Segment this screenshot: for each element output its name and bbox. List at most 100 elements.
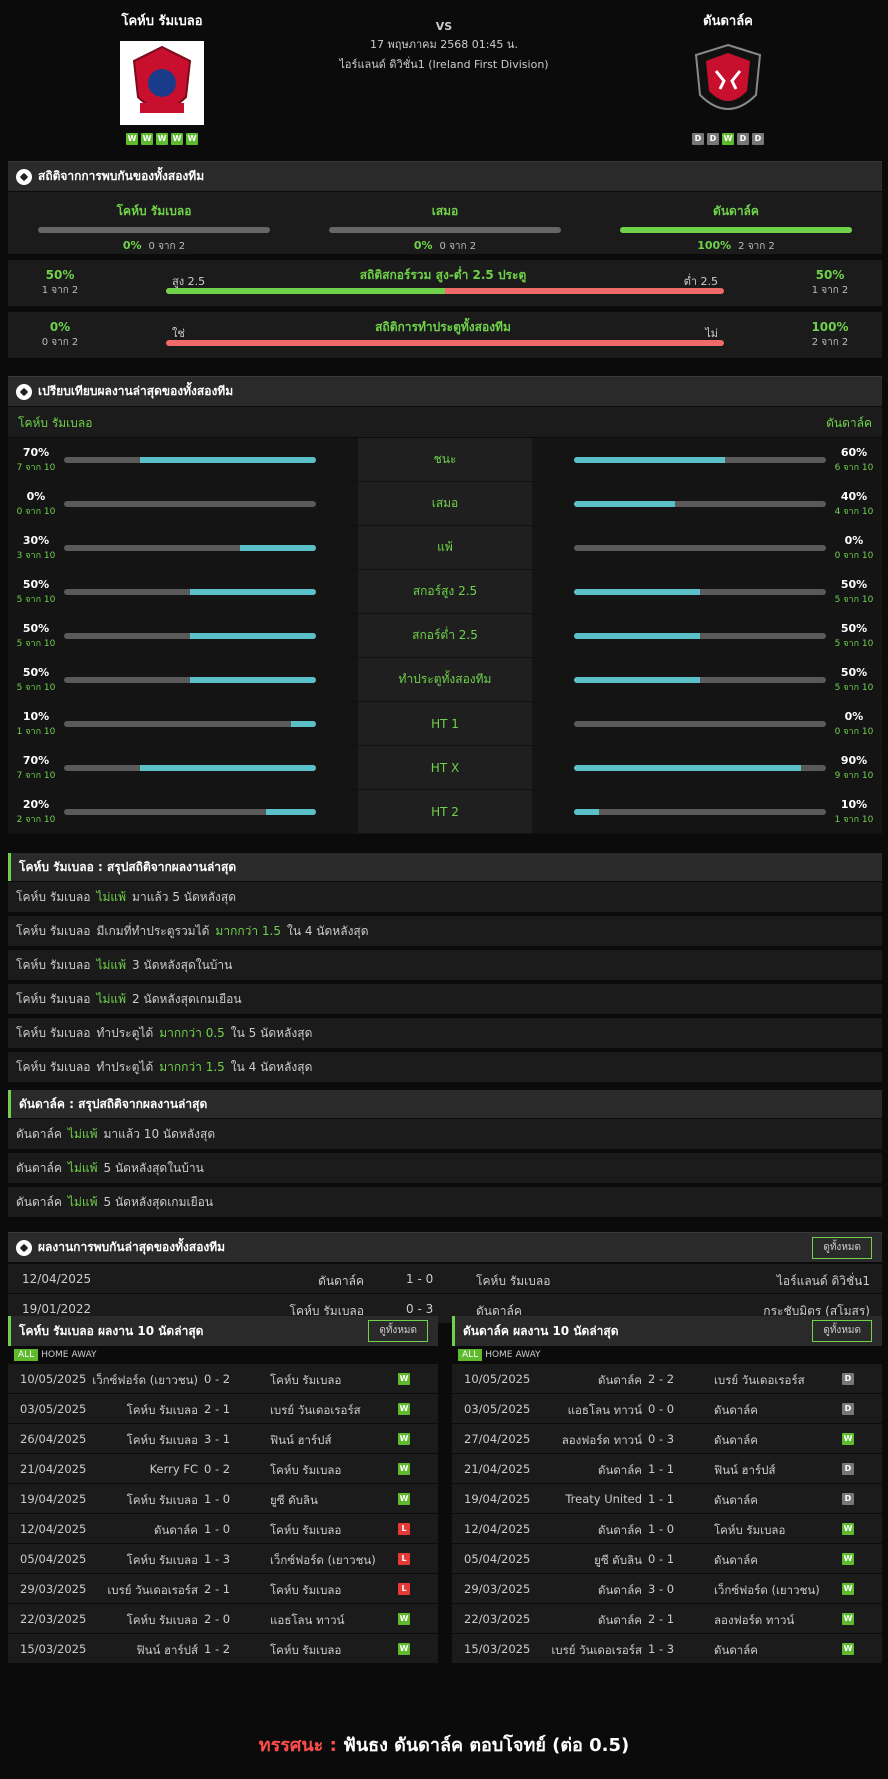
match-score: 1 - 1	[648, 1462, 675, 1476]
h2h-away-bar	[620, 227, 852, 233]
home-tab-away[interactable]: AWAY	[71, 1350, 97, 1360]
summary-text: ไม่แพ้	[96, 957, 127, 972]
result-row[interactable]: 27/04/2025 ลองฟอร์ด ทาวน์ 0 - 3 ดันดาล์ค…	[452, 1424, 882, 1454]
match-score: 1 - 0	[204, 1492, 231, 1506]
h2h-home-label: โคห์บ รัมเบลอ	[116, 204, 192, 218]
home-pct: 50%	[22, 665, 50, 679]
home-tab-all[interactable]: ALL	[14, 1349, 39, 1361]
btts-left-pct: 0%	[49, 320, 71, 334]
h2h-draw-count: 0 จาก 2	[439, 241, 477, 252]
result-row[interactable]: 10/05/2025 เว็กซ์ฟอร์ด (เยาวชน) 0 - 2 โค…	[8, 1364, 438, 1394]
home-tab-home[interactable]: HOME	[41, 1350, 69, 1360]
summary-row: ดันดาล์ค ไม่แพ้ 5 นัดหลังสุดเกมเยือน	[8, 1187, 882, 1217]
match-date: 29/03/2025	[464, 1582, 531, 1596]
away-bar-fill	[574, 676, 700, 683]
result-row[interactable]: 21/04/2025 Kerry FC 0 - 2 โคห์บ รัมเบลอ …	[8, 1454, 438, 1484]
result-row[interactable]: 03/05/2025 แอธโลน ทาวน์ 0 - 0 ดันดาล์ค D	[452, 1394, 882, 1424]
summary-text: มาแล้ว 10 นัดหลังสุด	[103, 1126, 216, 1141]
home-bar-fill	[190, 676, 316, 683]
over-under-box: 50% 1 จาก 2 สูง 2.5 สถิติสกอร์รวม สูง-ต่ำ…	[8, 260, 882, 306]
match-home: โคห์บ รัมเบลอ	[289, 1304, 364, 1318]
form-badge: D	[752, 133, 764, 145]
result-row[interactable]: 03/05/2025 โคห์บ รัมเบลอ 2 - 1 เบรย์ วัน…	[8, 1394, 438, 1424]
result-row[interactable]: 19/04/2025 โคห์บ รัมเบลอ 1 - 0 ยูซี ดับล…	[8, 1484, 438, 1514]
away-bar-fill	[574, 456, 726, 463]
home-bar-fill	[139, 764, 316, 771]
home-count: 7 จาก 10	[16, 770, 56, 781]
home-pct: 70%	[22, 753, 50, 767]
compare-label: แพ้	[358, 526, 532, 569]
summary-text: ใน 4 นัดหลังสุด	[230, 1059, 313, 1074]
match-date: 10/05/2025	[20, 1372, 87, 1386]
result-row[interactable]: 29/03/2025 ดันดาล์ค 3 - 0 เว็กซ์ฟอร์ด (เ…	[452, 1574, 882, 1604]
summary-text: 2 นัดหลังสุดเกมเยือน	[132, 991, 242, 1006]
form-badge: D	[737, 133, 749, 145]
result-row[interactable]: 22/03/2025 โคห์บ รัมเบลอ 2 - 0 แอธโลน ทา…	[8, 1604, 438, 1634]
match-away: แอธโลน ทาวน์	[270, 1613, 345, 1627]
h2h-away-label: ดันดาล์ค	[713, 204, 759, 218]
away-count: 5 จาก 10	[834, 682, 874, 693]
away-bar	[574, 500, 826, 507]
match-score: 1 - 0	[204, 1522, 231, 1536]
h2h-row[interactable]: 12/04/2025 ดันดาล์ค 1 - 0 โคห์บ รัมเบลอ …	[8, 1264, 882, 1293]
match-date: 21/04/2025	[20, 1462, 87, 1476]
match-date: 19/04/2025	[464, 1492, 531, 1506]
compare-label: HT X	[358, 746, 532, 789]
away-tab-all[interactable]: ALL	[458, 1349, 483, 1361]
form-badge: W	[171, 133, 183, 145]
ou-right-pct: 50%	[815, 268, 845, 282]
match-date: 12/04/2025	[464, 1522, 531, 1536]
result-row[interactable]: 05/04/2025 ยูซี ดับลิน 0 - 1 ดันดาล์ค W	[452, 1544, 882, 1574]
result-row[interactable]: 12/04/2025 ดันดาล์ค 1 - 0 โคห์บ รัมเบลอ …	[452, 1514, 882, 1544]
away-last10-view-all-button[interactable]: ดูทั้งหมด	[812, 1320, 872, 1342]
summary-text: โคห์บ รัมเบลอ	[16, 923, 91, 938]
match-date: 22/03/2025	[464, 1612, 531, 1626]
result-row[interactable]: 05/04/2025 โคห์บ รัมเบลอ 1 - 3 เว็กซ์ฟอร…	[8, 1544, 438, 1574]
match-score: 2 - 0	[204, 1612, 231, 1626]
match-score: 0 - 3	[406, 1302, 434, 1316]
away-tab-away[interactable]: AWAY	[515, 1350, 541, 1360]
summary-text: โคห์บ รัมเบลอ	[16, 957, 91, 972]
summary-text: มากกว่า 1.5	[159, 1059, 225, 1074]
result-badge: W	[398, 1463, 410, 1475]
home-count: 2 จาก 10	[16, 814, 56, 825]
h2h-view-all-button[interactable]: ดูทั้งหมด	[812, 1237, 872, 1259]
result-row[interactable]: 22/03/2025 ดันดาล์ค 2 - 1 ลองฟอร์ด ทาวน์…	[452, 1604, 882, 1634]
result-row[interactable]: 26/04/2025 โคห์บ รัมเบลอ 3 - 1 ฟินน์ ฮาร…	[8, 1424, 438, 1454]
match-home: เบรย์ วันเดอเรอร์ส	[107, 1583, 198, 1597]
home-bar-fill	[290, 720, 316, 727]
summary-text: ทำประตูได้	[96, 1025, 154, 1040]
match-date: 19/01/2022	[22, 1302, 92, 1316]
away-tab-home[interactable]: HOME	[485, 1350, 513, 1360]
match-info: VS 17 พฤษภาคม 2568 01:45 น. ไอร์แลนด์ ดิ…	[290, 18, 598, 73]
home-last10-view-all-button[interactable]: ดูทั้งหมด	[368, 1320, 428, 1342]
form-badge: D	[692, 133, 704, 145]
match-home: ดันดาล์ค	[598, 1613, 642, 1627]
match-date: 05/04/2025	[464, 1552, 531, 1566]
h2h-list-header: ผลงานการพบกันล่าสุดของทั้งสองทีม ดูทั้งห…	[8, 1232, 882, 1262]
result-row[interactable]: 19/04/2025 Treaty United 1 - 1 ดันดาล์ค …	[452, 1484, 882, 1514]
away-count: 0 จาก 10	[834, 726, 874, 737]
result-row[interactable]: 10/05/2025 ดันดาล์ค 2 - 2 เบรย์ วันเดอเร…	[452, 1364, 882, 1394]
match-away: ดันดาล์ค	[714, 1553, 758, 1567]
match-score: 2 - 1	[204, 1402, 231, 1416]
result-row[interactable]: 12/04/2025 ดันดาล์ค 1 - 0 โคห์บ รัมเบลอ …	[8, 1514, 438, 1544]
match-home: ดันดาล์ค	[598, 1463, 642, 1477]
away-pct: 50%	[840, 621, 868, 635]
result-row[interactable]: 15/03/2025 ฟินน์ ฮาร์ปส์ 1 - 2 โคห์บ รัม…	[8, 1634, 438, 1664]
match-date: 29/03/2025	[20, 1582, 87, 1596]
result-row[interactable]: 15/03/2025 เบรย์ วันเดอเรอร์ส 1 - 3 ดันด…	[452, 1634, 882, 1664]
result-row[interactable]: 21/04/2025 ดันดาล์ค 1 - 1 ฟินน์ ฮาร์ปส์ …	[452, 1454, 882, 1484]
result-row[interactable]: 29/03/2025 เบรย์ วันเดอเรอร์ส 2 - 1 โคห์…	[8, 1574, 438, 1604]
match-home: ดันดาล์ค	[154, 1523, 198, 1537]
match-away: ฟินน์ ฮาร์ปส์	[270, 1433, 332, 1447]
home-pct: 50%	[22, 577, 50, 591]
away-bar	[574, 808, 826, 815]
compare-row: 50% 5 จาก 10 สกอร์ต่ำ 2.5 50% 5 จาก 10	[8, 614, 882, 658]
summary-text: 5 นัดหลังสุดในบ้าน	[103, 1160, 204, 1175]
match-date: 27/04/2025	[464, 1432, 531, 1446]
soccer-ball-icon	[16, 1239, 32, 1256]
